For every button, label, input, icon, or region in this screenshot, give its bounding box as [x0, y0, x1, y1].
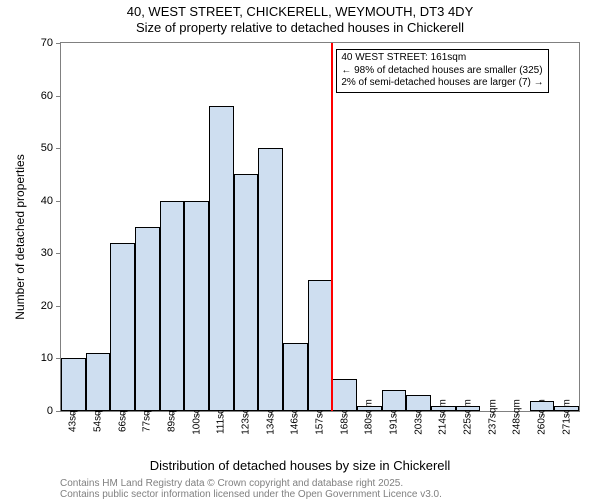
y-tick — [56, 201, 61, 202]
y-tick-label: 20 — [41, 300, 53, 312]
annotation-box: 40 WEST STREET: 161sqm← 98% of detached … — [336, 49, 548, 93]
x-tick-label: 180sqm — [364, 399, 375, 435]
reference-line — [331, 43, 333, 411]
x-tick-label: 225sqm — [463, 399, 474, 435]
chart-title-line1: 40, WEST STREET, CHICKERELL, WEYMOUTH, D… — [0, 4, 600, 19]
histogram-bar — [530, 401, 555, 412]
histogram-bar — [258, 148, 283, 411]
histogram-bar — [456, 406, 481, 411]
histogram-bar — [332, 379, 357, 411]
y-tick — [56, 43, 61, 44]
y-tick-label: 10 — [41, 352, 53, 364]
annotation-line: 2% of semi-detached houses are larger (7… — [341, 77, 543, 90]
histogram-bar — [160, 201, 185, 411]
x-tick-label: 271sqm — [561, 399, 572, 435]
plot-area: 01020304050607043sqm54sqm66sqm77sqm89sqm… — [60, 42, 580, 412]
credit-line1: Contains HM Land Registry data © Crown c… — [60, 478, 442, 489]
histogram-bar — [283, 343, 308, 411]
chart-title-line2: Size of property relative to detached ho… — [0, 20, 600, 35]
histogram-bar — [86, 353, 111, 411]
y-tick-label: 70 — [41, 37, 53, 49]
y-tick-label: 0 — [47, 405, 53, 417]
histogram-bar — [554, 406, 579, 411]
x-tick-label: 237sqm — [487, 399, 498, 435]
y-tick-label: 40 — [41, 195, 53, 207]
credit-line2: Contains public sector information licen… — [60, 489, 442, 500]
histogram-bar — [357, 406, 382, 411]
histogram-bar — [406, 395, 431, 411]
annotation-line: ← 98% of detached houses are smaller (32… — [341, 65, 543, 78]
x-axis-label: Distribution of detached houses by size … — [0, 458, 600, 473]
y-tick — [56, 148, 61, 149]
histogram-bar — [135, 227, 160, 411]
x-tick-label: 248sqm — [512, 399, 523, 435]
histogram-bar — [431, 406, 456, 411]
y-tick-label: 30 — [41, 247, 53, 259]
histogram-bar — [382, 390, 407, 411]
histogram-bar — [110, 243, 135, 411]
y-tick — [56, 411, 61, 412]
histogram-bar — [308, 280, 333, 411]
histogram-bar — [184, 201, 209, 411]
histogram-bar — [234, 174, 259, 411]
y-tick — [56, 253, 61, 254]
y-tick-label: 60 — [41, 90, 53, 102]
histogram-bar — [209, 106, 234, 411]
histogram-bar — [61, 358, 86, 411]
annotation-line: 40 WEST STREET: 161sqm — [341, 52, 543, 65]
y-tick — [56, 96, 61, 97]
credit-text: Contains HM Land Registry data © Crown c… — [60, 478, 442, 500]
y-tick — [56, 306, 61, 307]
y-axis-label: Number of detached properties — [13, 97, 27, 377]
y-tick-label: 50 — [41, 142, 53, 154]
x-tick-label: 214sqm — [438, 399, 449, 435]
